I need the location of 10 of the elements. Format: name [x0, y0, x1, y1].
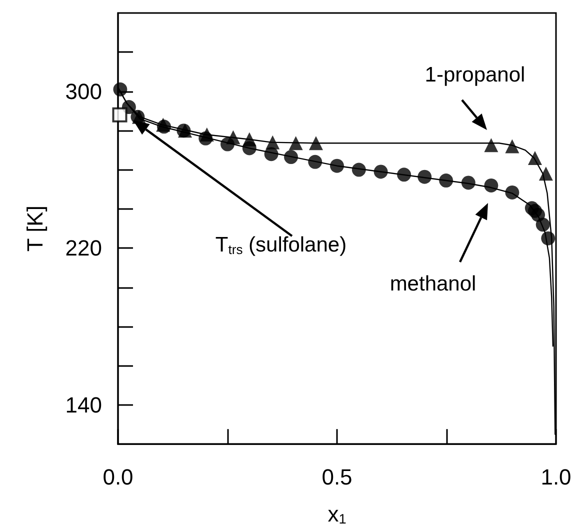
- y-tick-label: 300: [65, 78, 102, 104]
- x-tick-label: 1.0: [540, 464, 572, 490]
- annotation: methanol: [390, 272, 476, 296]
- annotation: 1-propanol: [424, 64, 526, 86]
- x-axis-title: x1: [328, 502, 346, 527]
- y-tick-label: 220: [65, 236, 102, 261]
- x-tick-label: 0.5: [322, 464, 352, 490]
- x-tick-label: 0.0: [102, 464, 134, 490]
- y-axis-title: T [K]: [22, 206, 48, 252]
- y-tick-label: 140: [65, 392, 102, 418]
